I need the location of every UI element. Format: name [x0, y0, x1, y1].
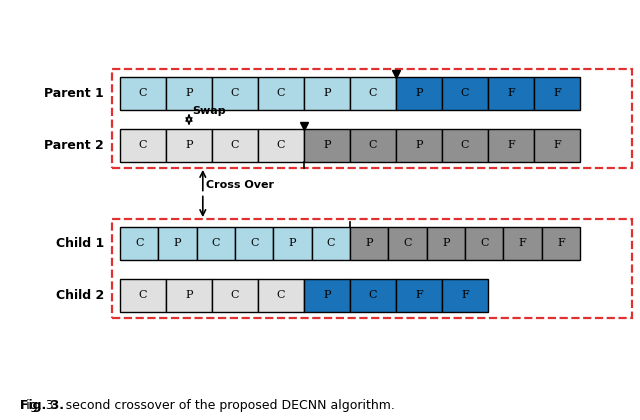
Text: C: C — [480, 239, 488, 249]
Bar — [396, 129, 442, 162]
Text: F: F — [557, 239, 564, 249]
Bar — [488, 77, 534, 110]
Bar — [427, 227, 465, 260]
Bar — [388, 227, 427, 260]
Bar — [166, 129, 212, 162]
Text: C: C — [231, 291, 239, 300]
Bar — [442, 77, 488, 110]
Bar — [258, 129, 304, 162]
Bar — [235, 227, 273, 260]
Bar — [534, 77, 580, 110]
Text: C: C — [276, 141, 285, 150]
Bar — [350, 227, 388, 260]
Bar — [120, 227, 158, 260]
Text: P: P — [185, 89, 193, 99]
Bar — [503, 227, 541, 260]
Bar — [120, 279, 166, 312]
Bar — [541, 227, 580, 260]
Text: P: P — [185, 141, 193, 150]
Bar — [304, 129, 350, 162]
Text: C: C — [369, 141, 377, 150]
Text: C: C — [231, 141, 239, 150]
Text: C: C — [326, 239, 335, 249]
Bar — [350, 77, 396, 110]
Text: P: P — [415, 141, 423, 150]
Text: P: P — [323, 291, 331, 300]
Bar — [120, 77, 166, 110]
Bar — [396, 77, 442, 110]
Bar — [534, 129, 580, 162]
Text: F: F — [553, 141, 561, 150]
Text: Child 1: Child 1 — [56, 237, 104, 250]
Text: C: C — [139, 291, 147, 300]
Text: C: C — [231, 89, 239, 99]
Bar — [465, 227, 503, 260]
Bar — [442, 279, 488, 312]
Text: Child 2: Child 2 — [56, 289, 104, 302]
Text: P: P — [323, 89, 331, 99]
Bar — [304, 279, 350, 312]
Bar — [196, 227, 235, 260]
Text: P: P — [442, 239, 449, 249]
Bar — [166, 279, 212, 312]
Text: C: C — [276, 291, 285, 300]
Bar — [112, 219, 632, 318]
Text: C: C — [461, 89, 469, 99]
Text: F: F — [415, 291, 423, 300]
Bar — [488, 129, 534, 162]
Text: P: P — [365, 239, 373, 249]
Text: C: C — [369, 291, 377, 300]
Bar — [258, 77, 304, 110]
Text: F: F — [518, 239, 526, 249]
Text: Parent 1: Parent 1 — [44, 87, 104, 100]
Text: C: C — [403, 239, 412, 249]
Text: F: F — [507, 141, 515, 150]
Text: C: C — [212, 239, 220, 249]
Text: C: C — [139, 89, 147, 99]
Bar — [312, 227, 350, 260]
Text: C: C — [461, 141, 469, 150]
Bar — [350, 279, 396, 312]
Bar — [112, 69, 632, 168]
Text: C: C — [369, 89, 377, 99]
Text: P: P — [185, 291, 193, 300]
Text: F: F — [507, 89, 515, 99]
Text: C: C — [135, 239, 143, 249]
Text: P: P — [289, 239, 296, 249]
Text: C: C — [139, 141, 147, 150]
Bar — [258, 279, 304, 312]
Text: C: C — [250, 239, 259, 249]
Text: Fig. 3.: Fig. 3. — [20, 399, 64, 412]
Bar — [350, 129, 396, 162]
Bar — [166, 77, 212, 110]
Text: Swap: Swap — [192, 107, 226, 116]
Text: F: F — [461, 291, 469, 300]
Bar — [212, 77, 258, 110]
Text: P: P — [415, 89, 423, 99]
Bar — [120, 129, 166, 162]
Text: C: C — [276, 89, 285, 99]
Bar — [158, 227, 196, 260]
Bar — [304, 77, 350, 110]
Text: Parent 2: Parent 2 — [44, 139, 104, 152]
Text: P: P — [173, 239, 181, 249]
Text: Fig. 3.  second crossover of the proposed DECNN algorithm.: Fig. 3. second crossover of the proposed… — [20, 399, 395, 412]
Bar — [396, 279, 442, 312]
Text: F: F — [553, 89, 561, 99]
Bar — [442, 129, 488, 162]
Bar — [212, 129, 258, 162]
Text: Cross Over: Cross Over — [206, 181, 274, 191]
Bar — [212, 279, 258, 312]
Bar — [273, 227, 312, 260]
Text: P: P — [323, 141, 331, 150]
